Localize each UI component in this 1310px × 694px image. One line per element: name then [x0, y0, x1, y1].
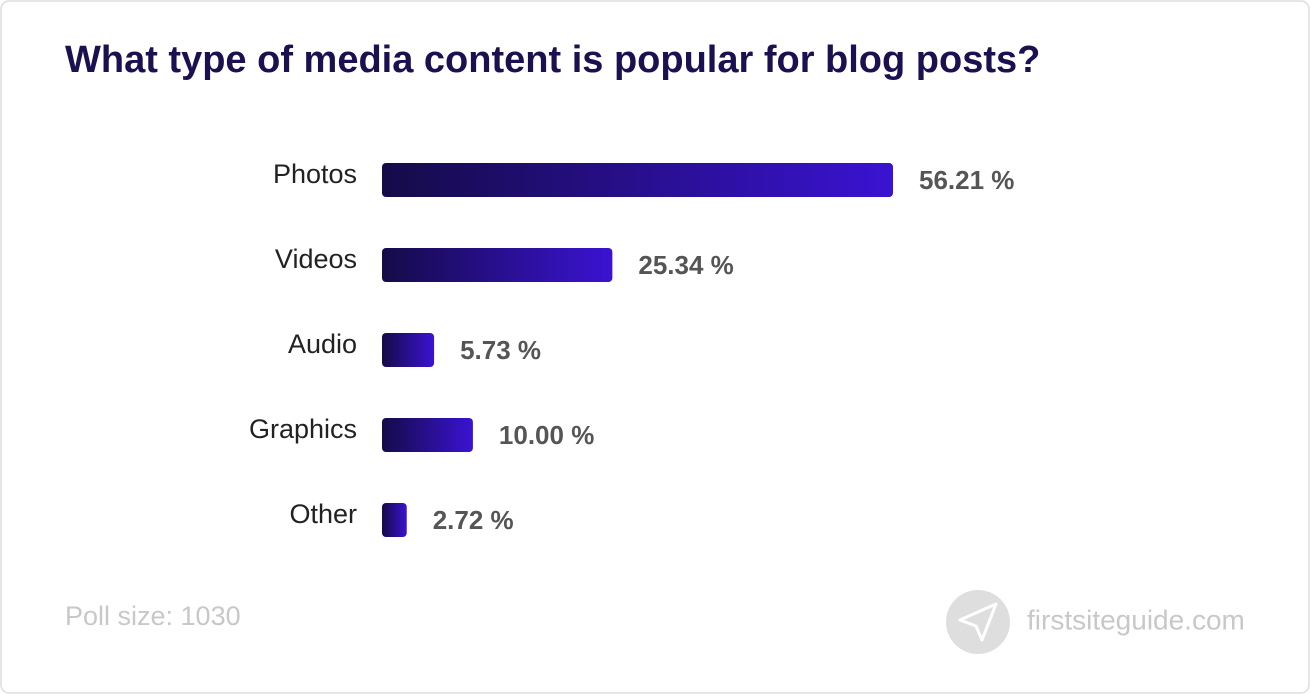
value-label: 10.00 %	[499, 420, 594, 450]
value-label: 2.72 %	[433, 505, 514, 535]
poll-size: Poll size: 1030	[65, 601, 241, 631]
bar	[382, 333, 435, 367]
bar	[382, 418, 473, 452]
bar	[382, 248, 613, 282]
value-label: 56.21 %	[919, 165, 1014, 195]
value-label: 5.73 %	[460, 335, 541, 365]
value-label: 25.34 %	[638, 250, 733, 280]
category-label: Audio	[288, 329, 357, 359]
bar	[382, 503, 407, 537]
category-label: Graphics	[249, 414, 357, 444]
source: firstsiteguide.com	[1027, 604, 1245, 635]
chart-title: What type of media content is popular fo…	[65, 39, 1040, 81]
category-label: Photos	[273, 159, 357, 189]
category-label: Other	[289, 499, 357, 529]
category-label: Videos	[275, 244, 357, 274]
bar	[382, 163, 893, 197]
logo	[946, 590, 1010, 654]
